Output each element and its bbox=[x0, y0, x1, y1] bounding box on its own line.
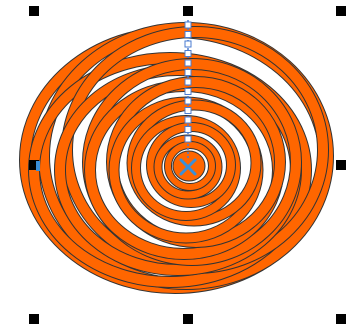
edge-marker-icon bbox=[36, 161, 40, 171]
selection-handle-top-center[interactable] bbox=[183, 6, 193, 16]
blend-path-node[interactable] bbox=[184, 135, 192, 143]
selection-handle-middle-right[interactable] bbox=[336, 160, 346, 170]
selection-handle-top-right[interactable] bbox=[336, 6, 346, 16]
blend-path-node[interactable] bbox=[184, 78, 192, 86]
selection-handle-middle-left[interactable] bbox=[29, 160, 39, 170]
center-x-cross-icon[interactable] bbox=[179, 158, 197, 176]
blend-path-node[interactable] bbox=[184, 126, 192, 133]
selection-handle-bottom-center[interactable] bbox=[183, 314, 193, 324]
blend-path-nodes[interactable] bbox=[184, 20, 192, 158]
blend-path-node[interactable] bbox=[184, 50, 192, 57]
blend-path-node[interactable] bbox=[184, 59, 192, 67]
blend-path-node[interactable] bbox=[184, 88, 192, 95]
x-cross-icon[interactable] bbox=[179, 158, 197, 176]
blend-path-node[interactable] bbox=[184, 69, 192, 76]
blend-path-node[interactable] bbox=[184, 21, 192, 29]
selection-handle-top-left[interactable] bbox=[29, 6, 39, 16]
blend-path-node[interactable] bbox=[184, 97, 192, 105]
spiral-rings-object[interactable] bbox=[19, 22, 334, 294]
blend-path-node[interactable] bbox=[184, 107, 192, 114]
ring-band[interactable] bbox=[165, 142, 215, 190]
selection-handle-bottom-right[interactable] bbox=[336, 314, 346, 324]
selection-handles[interactable] bbox=[29, 6, 346, 324]
blend-path-node[interactable] bbox=[184, 40, 192, 48]
selection-handle-bottom-left[interactable] bbox=[29, 314, 39, 324]
blend-path-node[interactable] bbox=[184, 116, 192, 124]
blend-path-node[interactable] bbox=[184, 31, 192, 38]
left-edge-marker bbox=[36, 161, 40, 171]
